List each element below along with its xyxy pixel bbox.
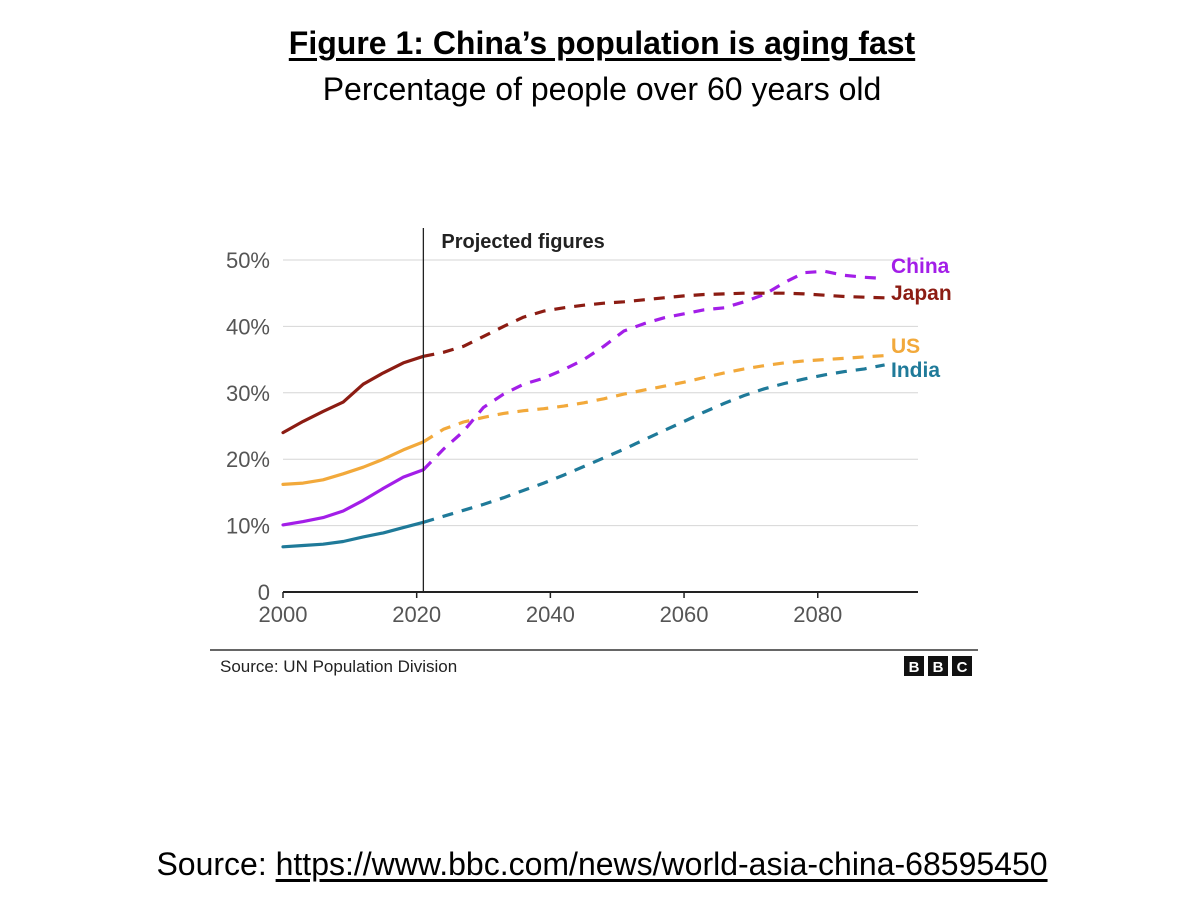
- series-label-us: US: [891, 335, 920, 358]
- y-tick-label: 30%: [226, 381, 270, 406]
- bbc-logo-letter: B: [909, 659, 920, 676]
- x-tick-label: 2040: [526, 602, 575, 627]
- y-axis: 0 10% 20% 30% 40% 50%: [226, 248, 270, 605]
- bbc-logo-block: [928, 656, 948, 676]
- series-lines: [281, 269, 885, 549]
- series-label-india: India: [891, 359, 940, 382]
- bbc-logo-letter: C: [957, 659, 968, 676]
- gridlines: [283, 259, 918, 527]
- series-line-china-historical: [281, 468, 425, 527]
- projected-figures-label: Projected figures: [441, 231, 604, 253]
- x-tick-label: 2020: [392, 602, 441, 627]
- series-line-india-historical: [281, 520, 425, 549]
- y-tick-label: 10%: [226, 514, 270, 539]
- footer-source: Source: https://www.bbc.com/news/world-a…: [0, 844, 1204, 884]
- series-line-japan-projected: [423, 291, 885, 358]
- figure-subtitle: Percentage of people over 60 years old: [322, 71, 882, 107]
- y-tick-label: 50%: [226, 248, 270, 273]
- y-tick-label: 0: [258, 580, 270, 605]
- source-link[interactable]: https://www.bbc.com/news/world-asia-chin…: [275, 846, 1048, 882]
- figure-title: Figure 1: China’s population is aging fa…: [288, 25, 916, 61]
- line-chart: 0 10% 20% 30% 40% 50% 2000 2020 2040 2060 2080 Ch…: [210, 228, 978, 676]
- series-line-us-projected: [422, 354, 885, 444]
- y-tick-label: 40%: [226, 314, 270, 339]
- y-tick-label: 20%: [226, 447, 270, 472]
- chart-source-note: Source: UN Population Division: [220, 657, 457, 676]
- bbc-logo-letter: B: [933, 659, 944, 676]
- series-label-japan: Japan: [891, 282, 952, 305]
- bbc-logo-block: [952, 656, 972, 676]
- series-line-us-historical: [281, 440, 425, 486]
- x-axis: 2000 2020 2040 2060 2080: [259, 591, 918, 627]
- series-line-india-projected: [422, 363, 885, 524]
- series-label-china: China: [891, 255, 950, 278]
- bbc-logo-block: [904, 656, 924, 676]
- footer-source-label: Source:: [156, 846, 267, 882]
- series-line-japan-historical: [281, 354, 425, 435]
- x-tick-label: 2060: [660, 602, 709, 627]
- series-line-china-projected: [422, 269, 885, 471]
- x-tick-label: 2080: [793, 602, 842, 627]
- x-tick-label: 2000: [259, 602, 308, 627]
